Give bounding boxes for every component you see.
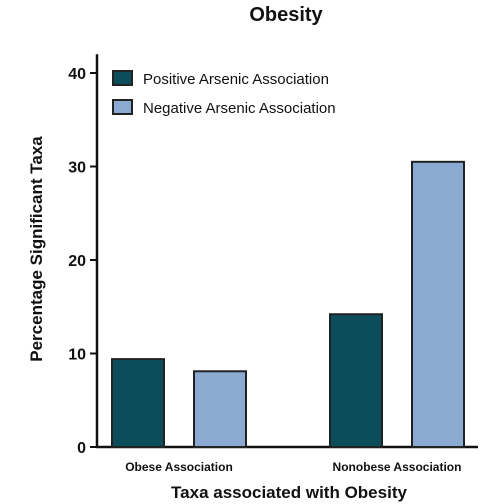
bar-positive-nonobese — [329, 313, 383, 449]
y-tick-label: 10 — [68, 347, 86, 364]
legend-label: Positive Arsenic Association — [143, 71, 329, 88]
bar-negative-obese — [193, 370, 247, 449]
legend-swatch — [112, 99, 133, 115]
x-axis-label: Taxa associated with Obesity — [171, 483, 407, 502]
x-tick-label: Nonobese Association — [333, 460, 462, 474]
y-tick-label: 40 — [68, 66, 86, 83]
bar-positive-obese — [111, 358, 165, 448]
y-tick-label: 0 — [77, 440, 86, 457]
bar-negative-nonobese — [411, 160, 465, 448]
plot-area: 0 10 20 30 40 Obese Association Nonobese Assoc… — [68, 54, 478, 474]
y-tick-label: 20 — [68, 253, 86, 270]
legend-swatch — [112, 70, 133, 86]
legend: Positive Arsenic Association Negative Ars… — [112, 70, 336, 117]
legend-label: Negative Arsenic Association — [143, 100, 336, 117]
x-tick-label: Obese Association — [125, 460, 233, 474]
chart-title: Obesity — [249, 4, 323, 26]
y-tick-label: 30 — [68, 160, 86, 177]
y-axis-label: Percentage Significant Taxa — [27, 136, 46, 362]
